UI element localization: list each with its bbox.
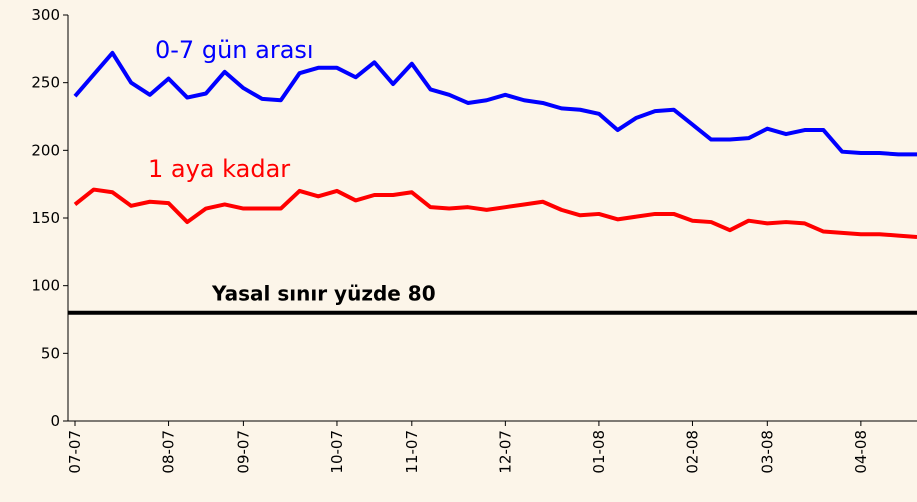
x-tick-label: 01-08 [590, 430, 608, 474]
y-tick-label: 200 [31, 141, 60, 159]
series-line [73, 50, 917, 157]
threshold-label: Yasal sınır yüzde 80 [211, 282, 436, 306]
x-tick-label: 03-08 [758, 430, 776, 474]
y-tick-label: 100 [31, 277, 60, 295]
x-tick-label: 11-07 [403, 430, 421, 474]
y-tick-label: 0 [50, 412, 60, 430]
x-tick-label: 09-07 [234, 430, 252, 474]
y-tick-label: 250 [31, 74, 60, 92]
series-line [73, 187, 917, 239]
y-tick-label: 300 [31, 6, 60, 24]
y-tick-label: 50 [41, 344, 60, 362]
series-label: 0-7 gün arası [155, 36, 314, 64]
x-tick-label: 12-07 [496, 430, 514, 474]
x-tick-label: 08-07 [160, 430, 178, 474]
x-tick-label: 10-07 [328, 430, 346, 474]
x-tick-label: 07-07 [66, 430, 84, 474]
x-tick-label: 02-08 [683, 430, 701, 474]
series-label: 1 aya kadar [148, 155, 290, 183]
y-tick-label: 150 [31, 209, 60, 227]
x-tick-label: 04-08 [852, 430, 870, 474]
